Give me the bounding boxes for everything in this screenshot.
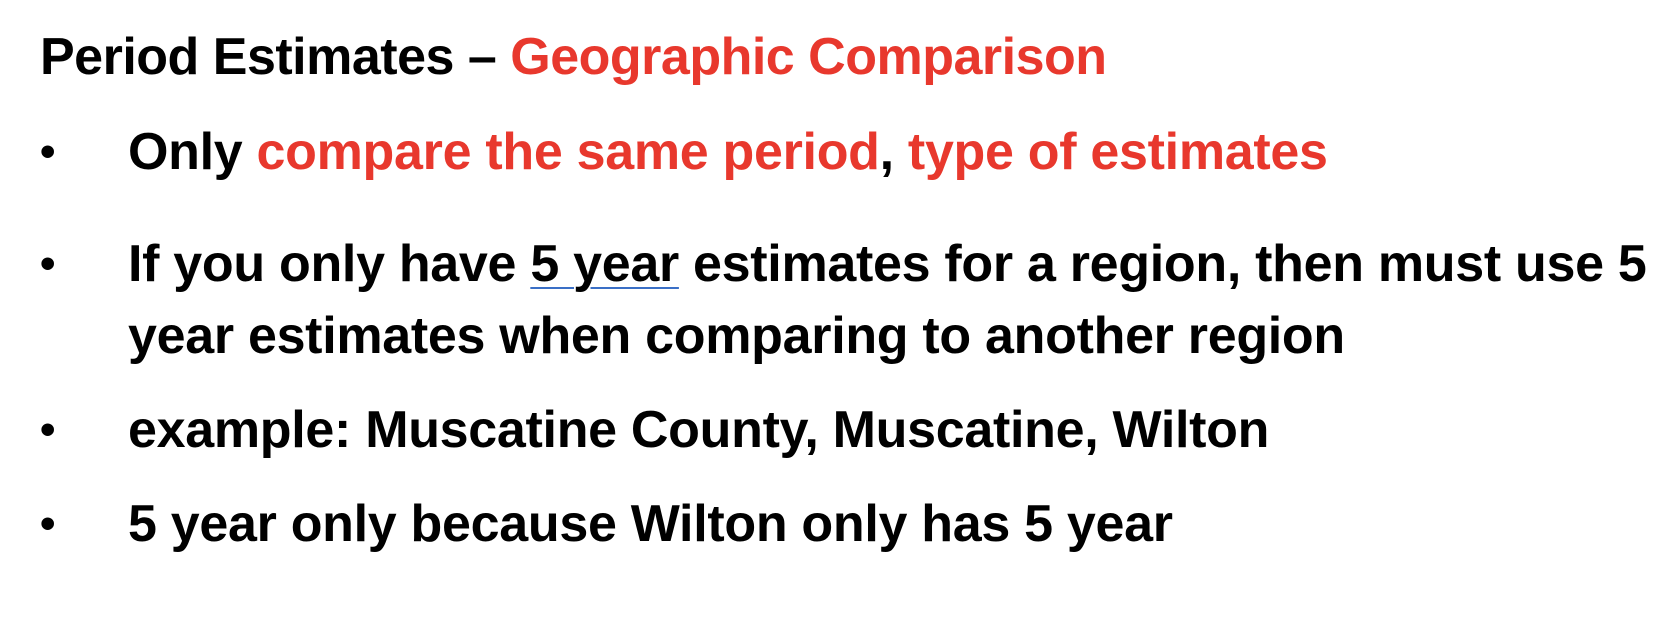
bullet-dot-icon: • <box>40 499 56 548</box>
bullet-1-highlight-1: compare the same period <box>256 123 880 181</box>
title-part-2-highlight: Geographic Comparison <box>510 28 1107 86</box>
bullet-text-2: If you only have 5 year estimates for a … <box>128 228 1648 372</box>
bullet-2-segment-1: If you only have <box>128 235 531 293</box>
bullet-1-segment-2: , <box>879 123 908 181</box>
bullet-text-1: Only compare the same period, type of es… <box>128 116 1648 188</box>
bullet-1-segment-1: Only <box>128 123 257 181</box>
bullet-1-highlight-2: type of estimates <box>907 123 1328 181</box>
bullet-dot-icon: • <box>40 405 56 454</box>
bullet-dot-icon: • <box>40 127 56 176</box>
bullet-2-segment-2: estimates for a region, then must use 5 … <box>128 235 1647 365</box>
slide-title: Period Estimates – Geographic Comparison <box>40 24 1107 90</box>
bullet-dot-icon: • <box>40 239 56 288</box>
bullet-text-4: 5 year only because Wilton only has 5 ye… <box>128 495 1173 553</box>
title-part-1: Period Estimates – <box>40 28 511 86</box>
bullet-text-3: example: Muscatine County, Muscatine, Wi… <box>128 401 1270 459</box>
bullet-2-underlined-term: 5 year <box>530 235 679 293</box>
